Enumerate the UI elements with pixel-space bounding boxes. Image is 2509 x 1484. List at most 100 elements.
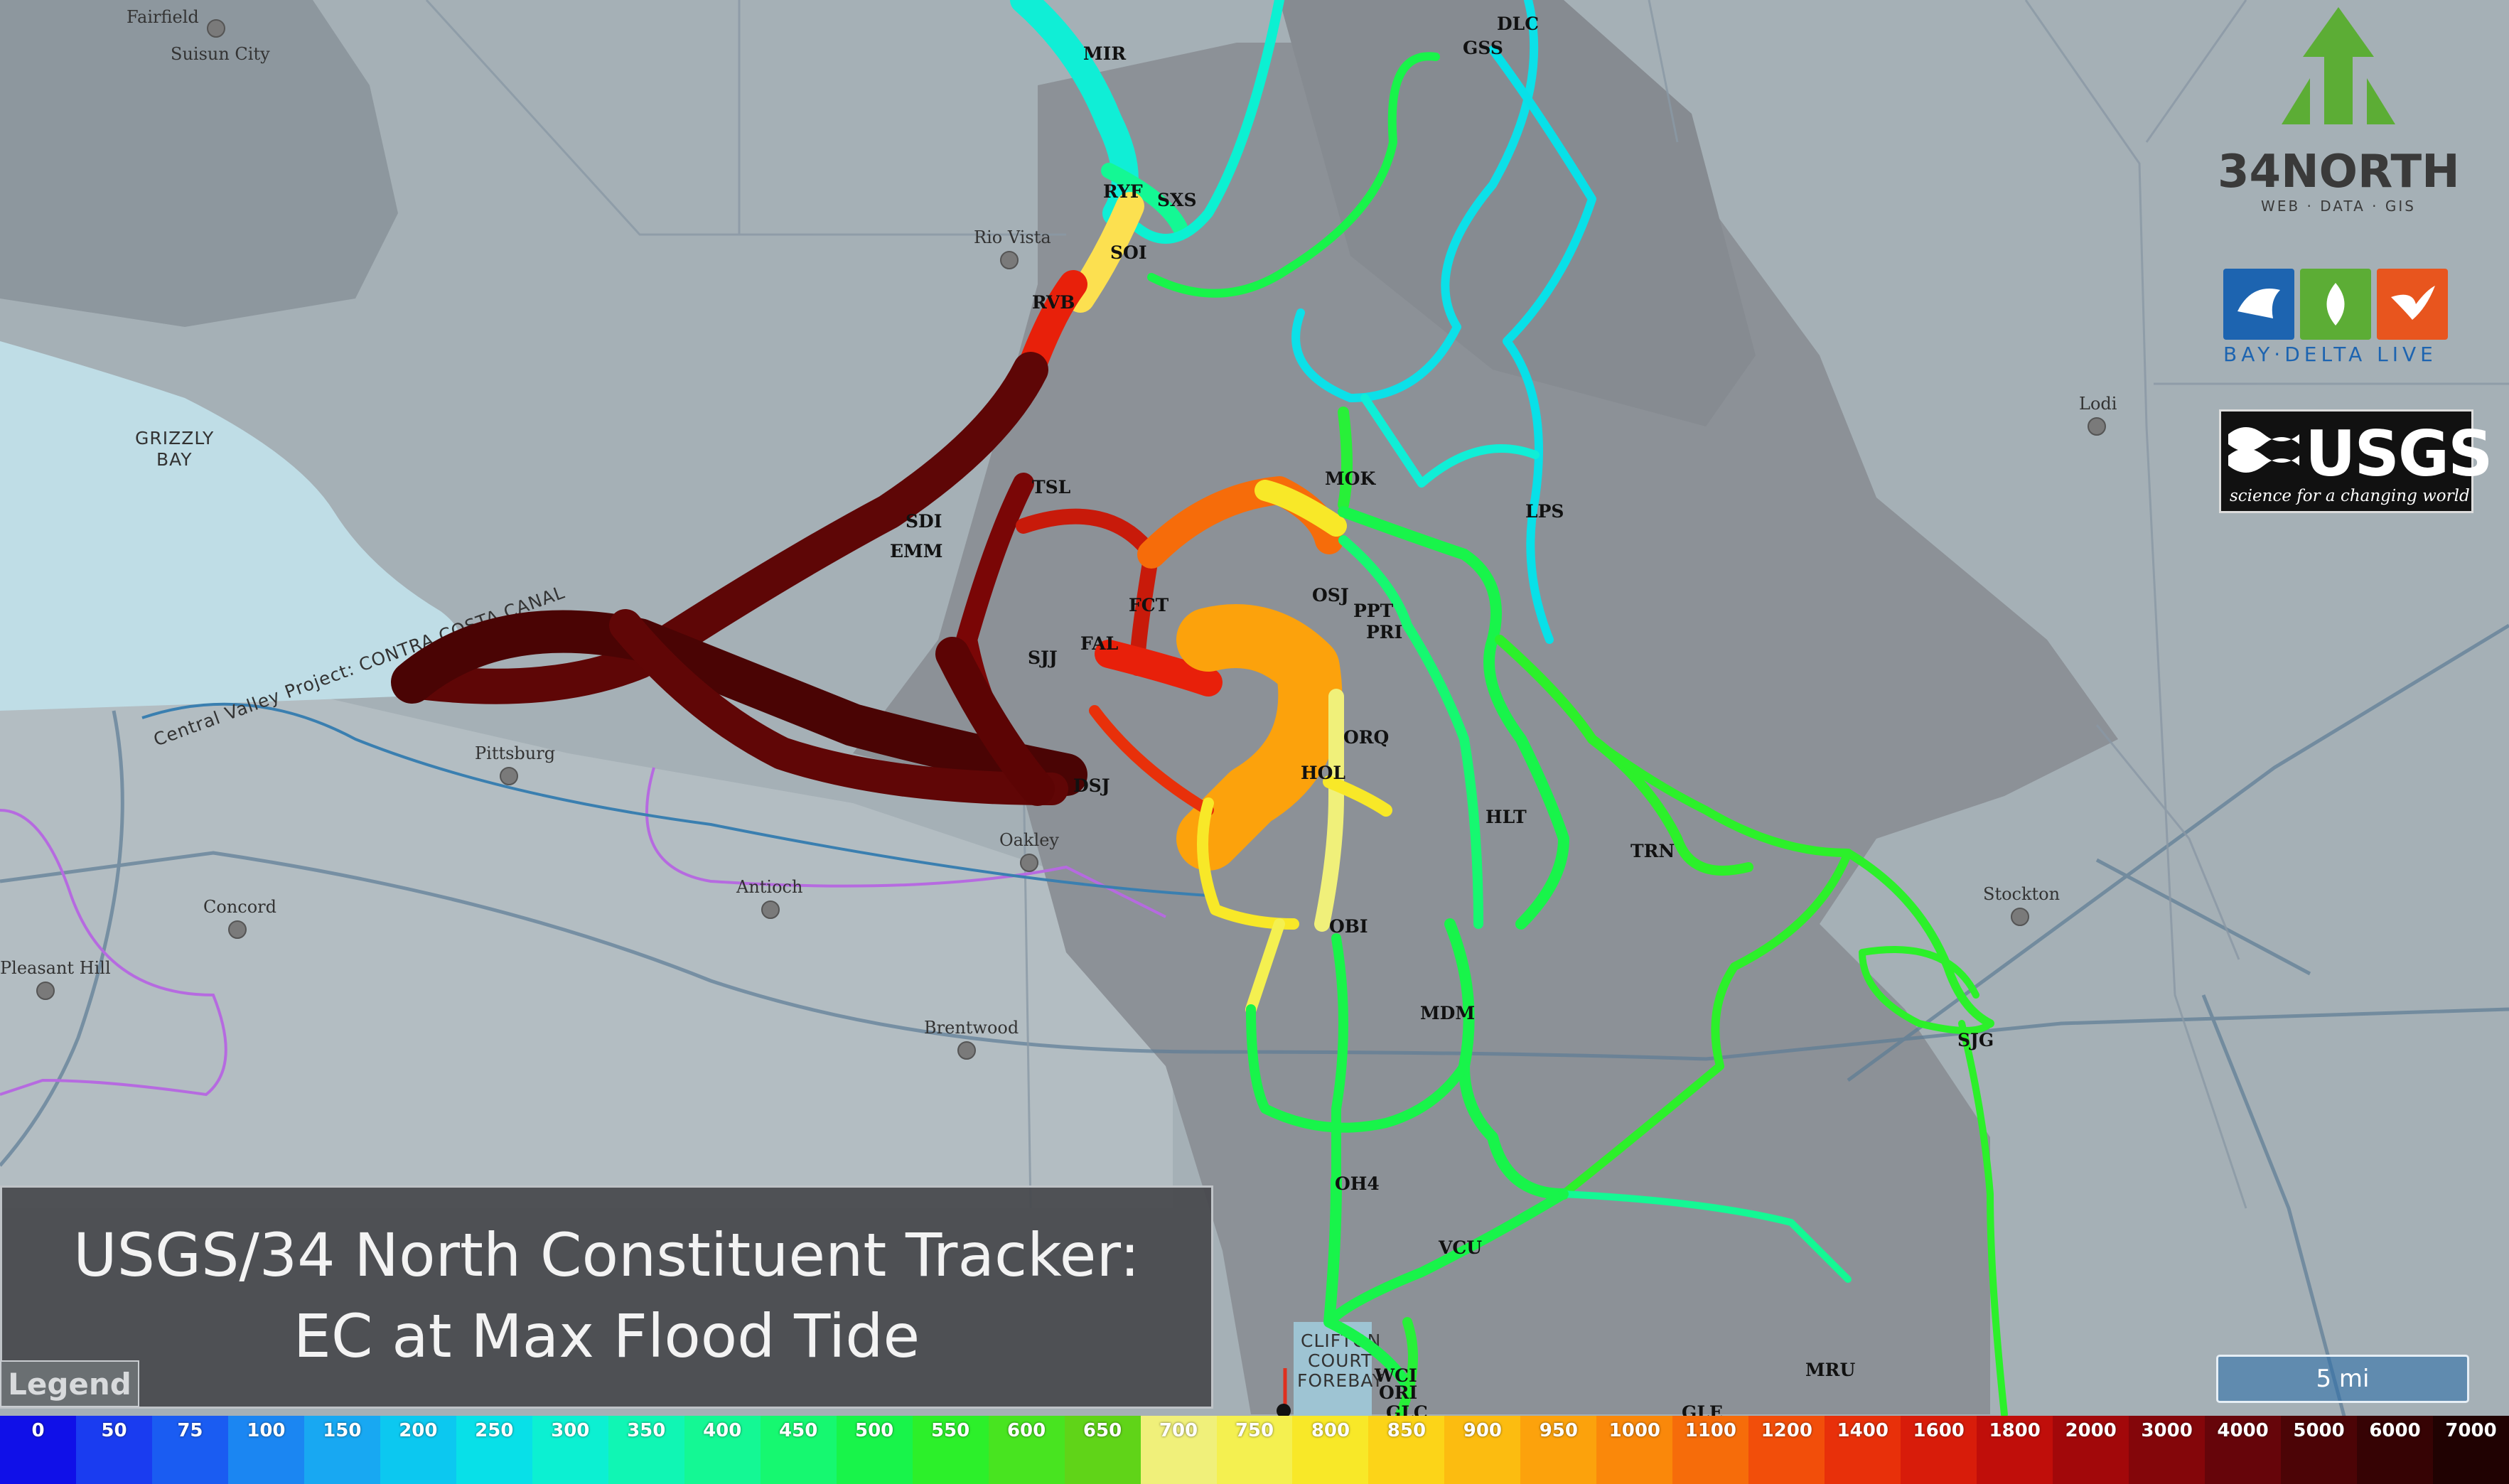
colorbar-cell: 0 [0,1416,76,1484]
grizzly-bay-label: GRIZZLY BAY [135,428,214,470]
colorbar-cell: 6000 [2357,1416,2433,1484]
forebay-label: CLIFTON COURT FOREBAY [1297,1330,1384,1391]
colorbar-label: 500 [855,1420,894,1441]
colorbar-cell: 450 [760,1416,837,1484]
north-delta [1279,0,1756,426]
title-panel: USGS/34 North Constituent Tracker: EC at… [0,1185,1213,1409]
station-lps: LPS [1525,501,1564,522]
grizzly-bay-label-line1: GRIZZLY [135,428,214,448]
map-title-line1: USGS/34 North Constituent Tracker: [73,1220,1140,1290]
city-label-fairfield: Fairfield [127,7,199,27]
city-label-pittsburg: Pittsburg [475,743,555,763]
grizzly-bay-label-line2: BAY [156,449,193,470]
34north-logo: 34NORTH WEB · DATA · GIS [2218,0,2460,227]
county-boundary-2 [645,767,1166,918]
colorbar-cell: 600 [988,1416,1065,1484]
channel-network [391,0,2008,1419]
leaf-icon [2300,269,2371,340]
station-vcu: VCU [1438,1237,1482,1258]
colorbar-label: 4000 [2217,1420,2269,1441]
colorbar-label: 200 [399,1420,438,1441]
channel-sdi [391,610,1087,796]
colorbar-label: 1000 [1608,1420,1661,1441]
map-title-line2: EC at Max Flood Tide [293,1301,920,1371]
usgs-waves-icon [2228,427,2299,473]
station-trn: TRN [1630,841,1675,861]
colorbar-cell: 1100 [1672,1416,1749,1484]
colorbar-label: 900 [1463,1420,1503,1441]
station-mru: MRU [1805,1360,1855,1380]
city-dot-pittsburg [500,767,518,785]
colorbar-cell: 2000 [2053,1416,2129,1484]
city-label-lodi: Lodi [2079,394,2117,414]
city-dot-rio-vista [1000,251,1019,269]
colorbar-cell: 4000 [2205,1416,2282,1484]
legend-button[interactable]: Legend [0,1360,139,1407]
colorbar-cell: 900 [1444,1416,1521,1484]
34north-logo-tagline: WEB · DATA · GIS [2261,198,2416,215]
ec-colorbar: 0 50 75 100 150 200 250 300 350 400 450 500 550 600 65… [0,1416,2509,1484]
colorbar-cell: 7000 [2433,1416,2509,1484]
county-boundary [0,809,227,1097]
channel-osj-east [1254,480,1347,537]
colorbar-cell: 100 [227,1416,304,1484]
city-label-oakley: Oakley [999,830,1059,850]
station-mir: MIR [1083,43,1126,64]
city-label-pleasant-hill: Pleasant Hill [0,958,111,978]
channel-emm [609,609,1068,805]
channel-hlt [1495,635,1753,876]
colorbar-cell: 75 [151,1416,228,1484]
channel-orq [1314,689,1345,932]
colorbar-label: 7000 [2445,1420,2497,1441]
colorbar-cell: 3000 [2129,1416,2206,1484]
station-orq: ORQ [1343,727,1389,748]
colorbar-label: 1800 [1989,1420,2041,1441]
city-dot-lodi [2088,417,2106,436]
channel-dlc [1488,45,1596,644]
colorbar-cell: 150 [303,1416,380,1484]
city-dot-pleasant-hill [36,982,55,1000]
city-dot-concord [228,920,247,939]
channel-franks-tract [1176,604,1343,871]
usgs-logo-tagline: science for a changing world [2230,487,2470,505]
station-soi: SOI [1110,242,1147,263]
colorbar-label: 100 [247,1420,286,1441]
station-mok: MOK [1325,468,1376,489]
station-emm: EMM [890,541,942,561]
channel-sxs [1132,0,1284,244]
colorbar-cell: 750 [1216,1416,1293,1484]
station-fct: FCT [1129,595,1169,615]
channel-mdm-west [1246,1004,1469,1133]
city-dots [36,19,2106,1060]
grizzly-bay-water [0,341,462,711]
34north-arrow-icon [2282,7,2395,124]
colorbar-cell: 1000 [1596,1416,1673,1484]
colorbar-cell: 500 [836,1416,913,1484]
colorbar-cell: 950 [1520,1416,1597,1484]
hills-area [0,697,1173,1208]
colorbar-label: 5000 [2293,1420,2345,1441]
channel-sjg [1958,1020,2008,1418]
city-label-stockton: Stockton [1983,884,2060,904]
colorbar-cell: 1200 [1748,1416,1825,1484]
station-wci: WCI [1374,1365,1417,1386]
channel-mok-north [1360,394,1540,488]
channel-dsj [1089,705,1214,816]
channel-mok [1338,407,1353,510]
colorbar-label: 950 [1539,1420,1578,1441]
channel-gss [1291,0,1539,402]
usgs-logo: USGS science for a changing world [2219,409,2493,513]
colorbar-label: 550 [930,1420,970,1441]
intake-point [1277,1404,1291,1418]
station-ppt: PPT [1353,601,1394,621]
city-dot-stockton [2011,908,2029,926]
channel-obi [1245,918,1285,1015]
station-sjg: SJG [1957,1030,1994,1050]
station-obi: OBI [1329,916,1368,937]
colorbar-label: 250 [475,1420,514,1441]
colorbar-cell: 700 [1140,1416,1217,1484]
forebay-label-line3: FOREBAY [1297,1370,1384,1391]
colorbar-label: 450 [779,1420,818,1441]
station-dlc: DLC [1497,14,1539,34]
colorbar-label: 2000 [2065,1420,2117,1441]
